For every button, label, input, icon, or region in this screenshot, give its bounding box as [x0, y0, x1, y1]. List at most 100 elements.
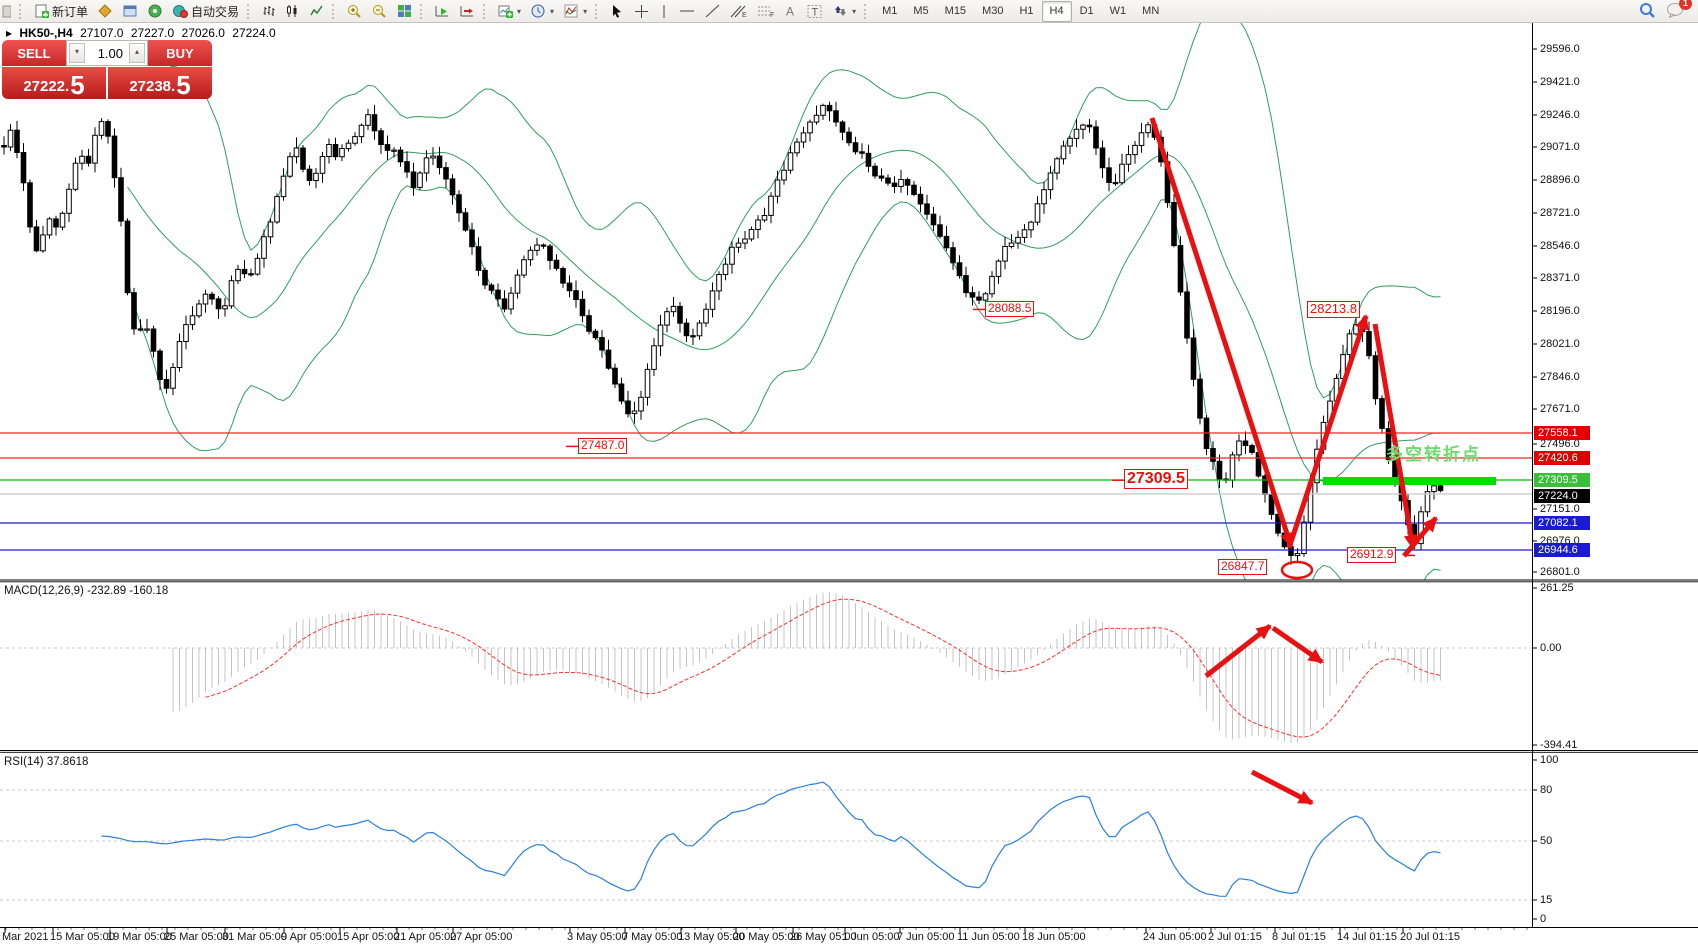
- bull-candle: [176, 341, 183, 368]
- bear-candle: [1190, 337, 1197, 380]
- volume-input[interactable]: 1.00: [97, 45, 123, 61]
- bull-candle: [358, 124, 365, 138]
- candlestick-chart-button[interactable]: [281, 0, 305, 22]
- support-zone-band[interactable]: [1323, 477, 1496, 485]
- new-chart-dropdown[interactable]: ▾: [493, 0, 526, 22]
- price-axis-label: 27671.0: [1540, 403, 1580, 415]
- bull-candle: [59, 212, 66, 228]
- timeframe-button-mn[interactable]: MN: [1142, 5, 1160, 17]
- price-annotation-label[interactable]: 28088.5: [985, 301, 1035, 317]
- bull-candle: [267, 221, 274, 238]
- zoom-out-button[interactable]: [367, 0, 392, 22]
- crosshair-button[interactable]: [629, 0, 654, 22]
- timeframe-button-m15[interactable]: M15: [944, 5, 967, 17]
- auto-scroll-icon: [435, 6, 449, 17]
- price-tag: 27224.0: [1534, 489, 1590, 503]
- indicators-dropdown[interactable]: ▾: [559, 0, 592, 22]
- notifications-button[interactable]: 1: [1666, 0, 1692, 21]
- buy-button[interactable]: BUY: [148, 40, 212, 66]
- periodicity-dropdown[interactable]: ▾: [526, 0, 559, 22]
- tile-windows-icon: [398, 5, 412, 17]
- price-annotation-label[interactable]: 27309.5: [1124, 469, 1188, 490]
- price-axis-label: 28371.0: [1540, 272, 1580, 284]
- quotes-button[interactable]: [93, 0, 118, 22]
- bear-candle: [384, 144, 391, 151]
- fibonacci-button[interactable]: F: [752, 0, 779, 22]
- search-button[interactable]: [1639, 2, 1656, 21]
- macd-axis-label: -394.41: [1540, 739, 1578, 751]
- vertical-line-button[interactable]: [654, 0, 674, 22]
- price-annotation-label[interactable]: 26912.9: [1347, 547, 1397, 563]
- timeframe-button-m5[interactable]: M5: [913, 5, 929, 17]
- market-watch-button[interactable]: [118, 0, 143, 22]
- arrows-dropdown[interactable]: ▾: [828, 0, 861, 22]
- bear-candle: [1385, 428, 1392, 461]
- signals-button[interactable]: [143, 0, 168, 22]
- price-axis-label: 29596.0: [1540, 43, 1580, 55]
- timeframe-button-h4[interactable]: H4: [1041, 0, 1072, 22]
- autotrading-button[interactable]: 自动交易: [168, 0, 244, 22]
- bull-candle: [664, 311, 670, 326]
- bull-candle: [254, 257, 261, 275]
- low-circle-annotation[interactable]: [1280, 560, 1314, 580]
- bear-candle: [1197, 378, 1203, 419]
- price-annotation-label[interactable]: 28213.8: [1307, 301, 1360, 318]
- new-order-button[interactable]: 新订单: [29, 0, 93, 22]
- timeframe-button-w1[interactable]: W1: [1109, 5, 1127, 17]
- equidistant-channel-icon: E: [730, 5, 747, 18]
- horizontal-line-button[interactable]: [674, 0, 700, 22]
- price-annotation-label[interactable]: 27487.0: [578, 438, 628, 454]
- timeframe-button-m30[interactable]: M30: [982, 5, 1004, 17]
- bollinger-band-line: [127, 23, 1441, 399]
- timeframe-button-m1[interactable]: M1: [882, 5, 898, 17]
- caret-down-icon: ▾: [517, 6, 522, 16]
- trend-arrow-annotation[interactable]: [1372, 323, 1418, 550]
- line-chart-button[interactable]: [305, 0, 329, 22]
- timeframe-button-h1[interactable]: H1: [1019, 5, 1034, 17]
- zoom-in-button[interactable]: [342, 0, 367, 22]
- bull-candle: [293, 147, 300, 158]
- bull-candle: [755, 219, 761, 230]
- bear-candle: [248, 273, 254, 276]
- price-axis-label: 28546.0: [1540, 240, 1580, 252]
- volume-decrease-button[interactable]: ▾: [69, 43, 85, 63]
- bear-candle: [579, 298, 586, 317]
- text-button[interactable]: A: [779, 0, 802, 22]
- timeframe-button-d1[interactable]: D1: [1079, 5, 1094, 17]
- trend-arrow-annotation[interactable]: [1204, 624, 1272, 678]
- sell-button[interactable]: SELL: [2, 40, 66, 66]
- price-axis-label: 26801.0: [1540, 566, 1580, 578]
- bull-candle: [345, 142, 352, 150]
- trend-arrow-annotation[interactable]: [1402, 516, 1438, 558]
- trendline-button[interactable]: [700, 0, 725, 22]
- bull-candle: [670, 305, 677, 313]
- trend-arrow-annotation[interactable]: [1250, 769, 1314, 806]
- bollinger-band-line: [127, 185, 1441, 580]
- bar-chart-button[interactable]: [257, 0, 281, 22]
- price-axis-label: 27496.0: [1540, 438, 1580, 450]
- trend-arrow-annotation[interactable]: [1271, 625, 1324, 665]
- bear-candle: [917, 193, 924, 205]
- volume-stepper[interactable]: ▾ 1.00 ▴: [66, 40, 148, 66]
- trend-arrow-annotation[interactable]: [1286, 314, 1369, 549]
- bull-candle: [1008, 242, 1015, 247]
- market-watch-icon: [123, 5, 137, 17]
- auto-scroll-button[interactable]: [430, 0, 455, 22]
- turning-point-label[interactable]: 多空转折点: [1386, 445, 1481, 464]
- bull-candle: [703, 308, 709, 324]
- zoom-out-icon: [373, 5, 386, 18]
- bear-candle: [436, 155, 443, 169]
- volume-increase-button[interactable]: ▴: [129, 43, 145, 63]
- tile-windows-button[interactable]: [392, 0, 417, 22]
- bull-candle: [651, 345, 657, 370]
- cursor-button[interactable]: [605, 0, 629, 22]
- price-annotation-label[interactable]: 26847.7: [1218, 559, 1268, 575]
- equidistant-channel-button[interactable]: E: [725, 0, 752, 22]
- buy-price[interactable]: 27238. 5: [108, 67, 212, 99]
- trend-arrow-annotation[interactable]: [1149, 117, 1294, 548]
- sell-price[interactable]: 27222. 5: [2, 67, 106, 99]
- chart-shift-button[interactable]: [455, 0, 480, 22]
- text-label-button[interactable]: T: [802, 0, 828, 22]
- rsi-label: RSI(14) 37.8618: [4, 756, 89, 768]
